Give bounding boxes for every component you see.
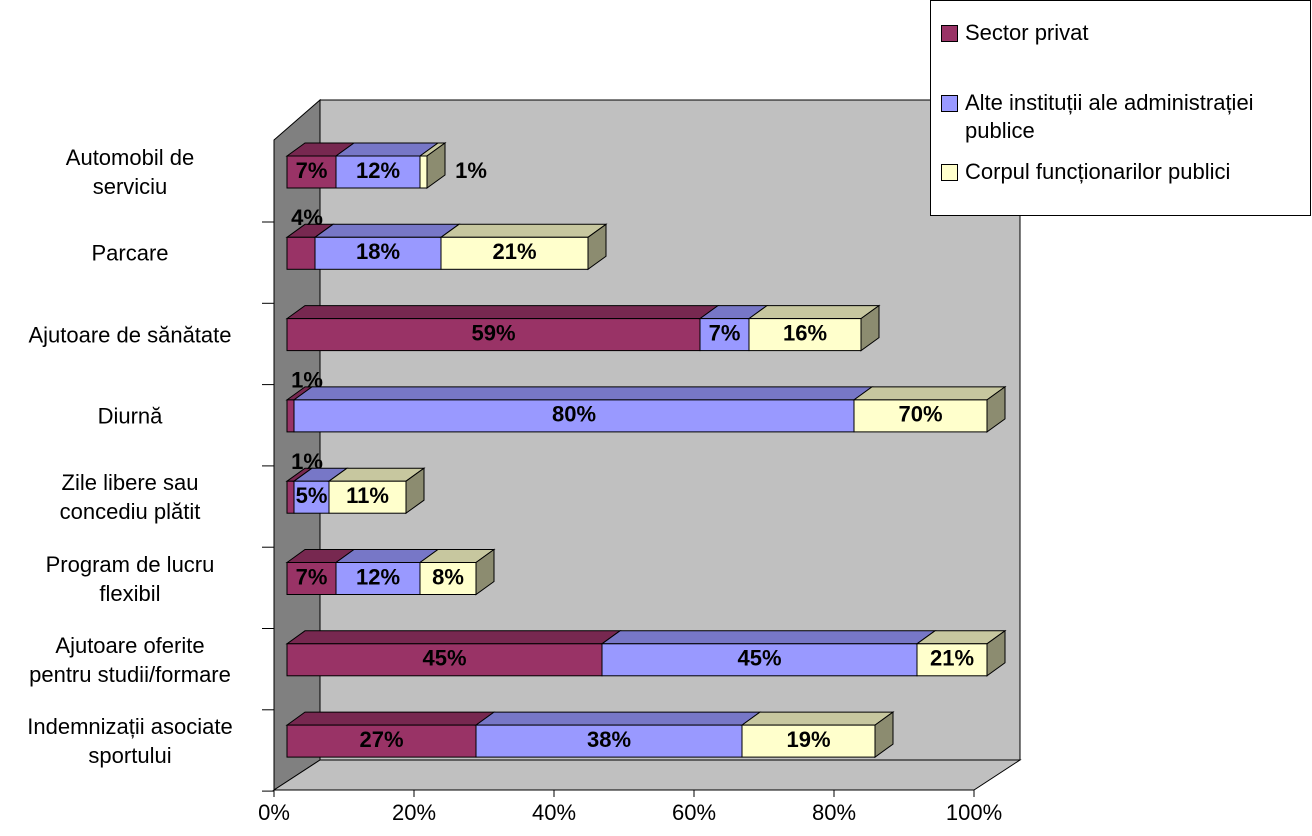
bar [748,318,862,352]
value-label: 16% [783,320,827,345]
bar-top [600,630,937,645]
bar-top [747,305,881,320]
bar [286,399,295,433]
legend-label: Corpul funcționarilor publici [965,159,1231,184]
category-label: Ajutoare oferite pentru studii/formare [29,632,231,687]
bar-top [740,711,895,726]
bar [741,724,876,758]
bar [419,562,477,595]
bar [286,643,603,677]
category-label: Parcare [91,240,169,266]
value-label: 21% [930,646,974,671]
bar-top [474,711,762,726]
bar [335,155,421,189]
value-label: 1% [455,158,487,183]
bar-side [874,711,894,759]
bar-side [475,548,495,596]
bar [335,562,421,595]
legend-item: Alte instituții ale administrației publi… [941,89,1254,145]
value-label: 45% [422,646,466,671]
bar [286,480,295,514]
bar-top [285,711,496,726]
category-label: Zile libere sau concediu plătit [59,470,201,525]
value-label: 59% [471,320,515,345]
value-label: 8% [432,564,464,589]
legend-swatch [941,95,958,112]
value-label: 7% [296,158,328,183]
bar [328,480,407,514]
legend-label: Alte instituții ale administrației publi… [965,90,1254,143]
left-wall [273,98,321,791]
x-tick-label: 80% [812,800,856,825]
bar [286,724,477,758]
floor [272,759,1022,791]
category-label: Automobil de serviciu [65,145,195,199]
value-label: 19% [786,727,830,752]
value-label: 38% [587,727,631,752]
bar-side [986,385,1006,433]
bar [286,155,337,189]
value-label: 12% [356,564,400,589]
x-tick-label: 100% [946,800,1002,825]
value-label: 21% [492,239,536,264]
bar [286,236,316,270]
bar-side [587,223,607,271]
bar-side [860,304,880,352]
bar [475,724,743,758]
value-label: 45% [737,646,781,671]
value-label: 7% [296,564,328,589]
bar-top [285,630,622,645]
category-label: Indemnizații asociate sportului [27,714,233,769]
legend-item: Sector privat [941,19,1089,47]
value-label: 12% [356,158,400,183]
bar-top [313,223,461,238]
value-label: 5% [296,483,328,508]
bar-top [292,386,874,401]
bar-top [439,223,608,238]
bar-side [986,629,1006,677]
bar [916,643,988,677]
x-tick-label: 20% [392,800,436,825]
bar [699,318,750,352]
bar-side [405,467,425,515]
x-tick-label: 40% [532,800,576,825]
x-tick-label: 60% [672,800,716,825]
bar [293,399,855,433]
bar-top [285,305,720,320]
legend-swatch [941,164,958,181]
value-label: 27% [359,727,403,752]
bar [293,480,330,514]
legend-swatch [941,25,958,42]
bar [440,236,589,270]
bar [601,643,918,677]
category-label: Program de lucru flexibil [45,551,215,606]
category-label: Diurnă [97,403,163,429]
value-label: 7% [709,320,741,345]
category-label: Ajutoare de sănătate [28,322,232,348]
legend-label: Sector privat [965,20,1089,45]
bar [314,236,442,270]
value-label: 11% [346,483,389,508]
bar [419,155,428,189]
value-label: 80% [552,402,596,427]
value-label: 70% [898,402,942,427]
legend-item: Corpul funcționarilor publici [941,158,1230,186]
value-label: 4% [291,205,323,230]
x-tick-label: 0% [258,800,290,825]
value-label: 18% [356,239,400,264]
bar-side [426,142,446,189]
bar [853,399,988,433]
bar-top [852,386,1007,401]
legend: Sector privat Alte instituții ale adminis… [930,0,1311,216]
bar [286,562,337,595]
